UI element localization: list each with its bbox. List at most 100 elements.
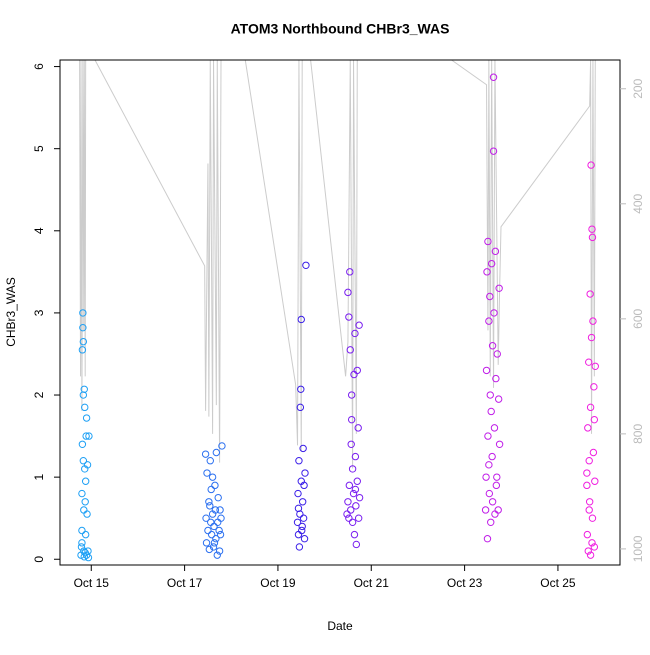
data-point (590, 543, 599, 551)
data-point (495, 284, 503, 292)
x-tick-label: Oct 19 (260, 576, 296, 590)
data-point (81, 477, 90, 485)
data-point (585, 506, 593, 514)
data-point (78, 526, 86, 535)
data-point (345, 313, 353, 321)
data-point (488, 498, 497, 506)
data-point (589, 317, 597, 325)
data-point (295, 457, 303, 465)
y-tick-label: 6 (32, 63, 46, 70)
data-point (82, 414, 91, 422)
data-point (482, 473, 490, 481)
x-axis-label: Date (327, 619, 353, 633)
data-point (587, 333, 596, 342)
data-point (79, 337, 88, 346)
data-point (584, 547, 592, 555)
data-point (79, 457, 88, 465)
data-point (490, 309, 498, 317)
data-point (487, 407, 495, 416)
data-point (211, 481, 219, 490)
data-point (585, 498, 594, 506)
x-tick-label: Oct 15 (74, 576, 110, 590)
data-point (489, 147, 498, 155)
data-point (202, 539, 211, 547)
data-point (346, 346, 354, 354)
data-point (590, 415, 599, 424)
data-point (492, 481, 501, 490)
data-point (80, 553, 88, 561)
chart-title: ATOM3 Northbound CHBr3_WAS (231, 21, 450, 37)
y2-tick-label: 1000 (631, 535, 645, 562)
data-point (588, 225, 596, 233)
y-tick-label: 2 (32, 391, 46, 398)
data-point (355, 493, 364, 502)
y-tick-label: 1 (32, 473, 46, 480)
data-point (347, 391, 356, 399)
data-point (81, 403, 89, 412)
x-tick-label: Oct 17 (167, 576, 203, 590)
data-point (344, 498, 352, 506)
data-point (216, 506, 224, 514)
data-point (486, 292, 494, 301)
x-tick-label: Oct 25 (540, 576, 576, 590)
data-point (355, 321, 363, 329)
data-point (585, 457, 593, 465)
data-point (588, 514, 597, 522)
plot-area (77, 60, 599, 562)
pressure-line (79, 60, 598, 469)
data-point (584, 424, 592, 432)
y-tick-label: 0 (32, 556, 46, 563)
data-point (83, 510, 91, 518)
data-point (588, 233, 597, 242)
data-point (585, 358, 593, 366)
data-point (347, 415, 356, 424)
y-tick-label: 3 (32, 309, 46, 316)
data-point (589, 448, 598, 457)
data-point (591, 477, 599, 485)
data-point (354, 424, 362, 432)
data-point (206, 502, 214, 510)
data-point (298, 522, 306, 531)
data-point (81, 530, 90, 539)
data-point (492, 374, 500, 383)
data-point (587, 161, 595, 169)
data-point (349, 489, 358, 498)
data-point (294, 504, 303, 513)
data-point (486, 391, 494, 399)
data-point (207, 530, 216, 539)
data-point (485, 317, 493, 325)
data-point (298, 526, 306, 535)
data-point (590, 383, 598, 391)
data-point (348, 518, 357, 527)
data-point (482, 366, 491, 375)
data-point (348, 465, 357, 473)
data-point (210, 539, 219, 547)
data-point (297, 385, 305, 393)
data-point (212, 535, 220, 543)
data-point (351, 452, 360, 461)
data-point (205, 498, 213, 506)
data-point (345, 481, 354, 490)
data-point (85, 432, 93, 440)
data-point (218, 442, 226, 450)
data-point (301, 469, 309, 477)
data-point (351, 485, 360, 494)
data-point (489, 73, 498, 81)
data-point (485, 461, 493, 469)
data-point (201, 450, 210, 458)
data-point (78, 440, 87, 448)
data-point (79, 309, 87, 317)
data-point (203, 469, 211, 477)
data-point (207, 485, 215, 494)
data-point (79, 323, 87, 332)
y2-tick-label: 600 (631, 308, 645, 328)
data-point (346, 268, 354, 276)
data-point (206, 457, 214, 465)
data-point (208, 473, 217, 481)
x-tick-label: Oct 21 (354, 576, 390, 590)
data-point (207, 518, 215, 527)
data-point (353, 477, 361, 485)
data-point (78, 539, 86, 547)
y2-tick-label: 200 (631, 78, 645, 98)
